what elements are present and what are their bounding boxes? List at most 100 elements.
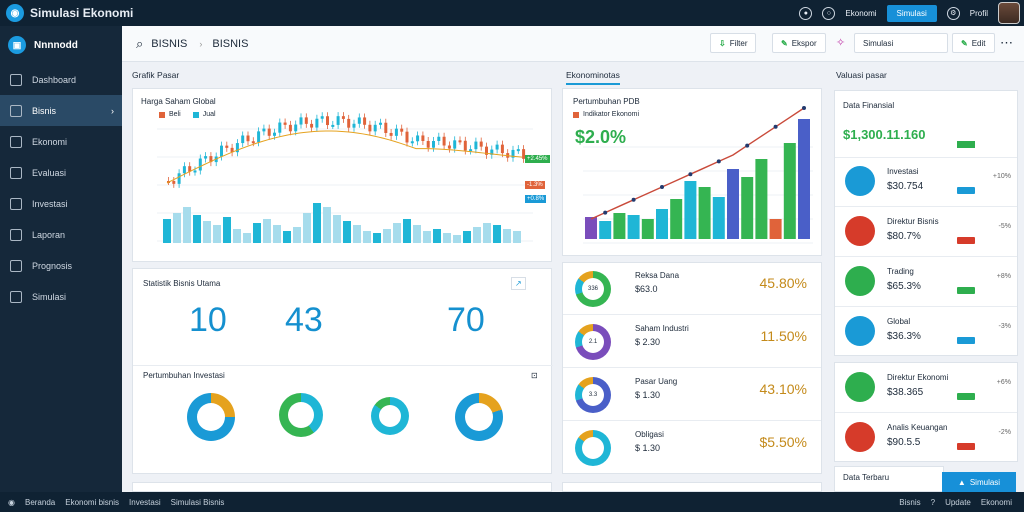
bottom-link[interactable]: Beranda — [24, 497, 56, 507]
simulation-field[interactable]: Simulasi — [854, 33, 948, 53]
bottom-link[interactable]: Ekonomi bisnis — [65, 497, 120, 507]
candle — [352, 123, 356, 128]
bottom-link[interactable]: Investasi — [129, 497, 161, 507]
sidebar-item-simulasi[interactable]: Simulasi — [0, 281, 122, 312]
valuation-row[interactable]: Trading $65.3% +8% — [835, 257, 1017, 307]
valuation-name: Direktur Ekonomi — [887, 373, 949, 382]
valuation-row[interactable]: Investasi $30.754 +10% — [835, 157, 1017, 207]
candle — [241, 135, 245, 144]
app-title: Simulasi Ekonomi — [30, 6, 134, 20]
simulate-fab-button[interactable]: ▲ Simulasi — [942, 472, 1016, 492]
edit-button[interactable]: ✎ Edit — [952, 33, 995, 53]
valuation-row[interactable]: Global $36.3% -3% — [835, 307, 1017, 355]
volume-bar — [203, 221, 211, 243]
simulate-button[interactable]: Simulasi — [886, 4, 937, 22]
search-input[interactable]: BISNIS — [151, 37, 188, 50]
candle — [416, 135, 420, 142]
volume-bar — [383, 229, 391, 243]
sidebar-item-bisnis[interactable]: Bisnis › — [0, 95, 122, 126]
growth-bar — [684, 181, 697, 239]
candle — [299, 117, 303, 125]
expand-icon[interactable]: ↗ — [511, 277, 526, 290]
help-icon[interactable]: ? — [930, 497, 936, 507]
stock-candlestick-chart[interactable] — [133, 89, 553, 263]
bottom-right-link[interactable]: Update — [945, 497, 971, 507]
candle — [283, 122, 287, 125]
candle — [432, 140, 435, 148]
magic-wand-icon[interactable]: ✧ — [836, 37, 846, 49]
valuation-name: Direktur Bisnis — [887, 217, 939, 226]
sidebar-item-label: Ekonomi — [32, 136, 68, 147]
sidebar-item-investasi[interactable]: Investasi — [0, 188, 122, 219]
candle — [421, 135, 425, 141]
candle — [469, 149, 473, 152]
edit-icon: ✎ — [961, 38, 968, 48]
more-menu-icon[interactable]: ⋯ — [1000, 35, 1013, 50]
candle — [320, 116, 324, 119]
volume-bar — [193, 215, 201, 243]
profile-label[interactable]: Profil — [969, 8, 988, 18]
volume-bar — [373, 233, 381, 243]
volume-bar — [233, 229, 241, 243]
growth-chart-card: Pertumbuhan PDB Indikator Ekonomi $2.0% — [562, 88, 822, 256]
latest-data-title: Data Terbaru — [843, 473, 890, 482]
sidebar-header[interactable]: ▣ Nnnnodd — [0, 26, 122, 64]
donut-chart[interactable] — [279, 393, 323, 437]
company-row[interactable]: Obligasi $ 1.30 $5.50% — [563, 422, 821, 473]
volume-bar — [183, 207, 191, 243]
export-button[interactable]: ✎ Ekspor — [772, 33, 826, 53]
candle — [225, 145, 229, 148]
candle — [273, 132, 276, 136]
company-row[interactable]: 336 Reksa Dana $63.0 45.80% — [563, 263, 821, 315]
candle — [405, 131, 409, 143]
filter-button[interactable]: ⇩ Filter — [710, 33, 757, 53]
change-badge — [957, 393, 975, 400]
bottom-right-link[interactable]: Bisnis — [899, 497, 921, 507]
sidebar-item-laporan[interactable]: Laporan — [0, 219, 122, 250]
volume-bar — [263, 219, 271, 243]
company-row[interactable]: 2.1 Saham Industri $ 2.30 11.50% — [563, 316, 821, 368]
bottom-link[interactable]: Simulasi Bisnis — [170, 497, 225, 507]
candle — [246, 135, 250, 142]
donut-chart[interactable] — [455, 393, 503, 441]
bottom-right-link[interactable]: Ekonomi — [980, 497, 1012, 507]
user-avatar[interactable] — [998, 2, 1020, 24]
growth-bar — [656, 209, 668, 239]
valuation-change: -3% — [998, 323, 1011, 330]
github-icon[interactable]: ◉ — [8, 497, 15, 507]
candle — [336, 116, 340, 125]
growth-headline: $2.0% — [575, 127, 627, 147]
user-circle-icon[interactable]: ○ — [822, 6, 836, 20]
gauge-icon — [845, 266, 875, 296]
candle — [368, 124, 372, 132]
next-card — [562, 482, 822, 492]
sidebar-item-prognosis[interactable]: Prognosis — [0, 250, 122, 281]
collapse-icon[interactable]: ⊡ — [531, 371, 538, 380]
search-icon[interactable]: ⌕ — [136, 35, 144, 51]
search-bar: ⌕ BISNIS › BISNIS ⇩ Filter ✎ Ekspor ✧ Simu… — [122, 26, 1024, 62]
settings-icon[interactable]: ⚙ — [946, 6, 960, 20]
valuation-row[interactable]: Analis Keuangan $90.5.5 -2% — [835, 413, 1017, 461]
growth-bar — [698, 187, 711, 239]
sidebar-item-ekonomi[interactable]: Ekonomi — [0, 126, 122, 157]
company-name: Pasar Uang — [635, 377, 678, 386]
business-icon — [10, 104, 22, 117]
growth-bar-chart[interactable] — [563, 89, 823, 257]
notification-icon[interactable]: ● — [799, 6, 813, 20]
volume-bar — [463, 231, 471, 243]
sidebar-item-evaluasi[interactable]: Evaluasi — [0, 157, 122, 188]
breadcrumb[interactable]: BISNIS — [212, 37, 249, 50]
sidebar-item-label: Investasi — [32, 198, 68, 209]
change-badge — [957, 287, 975, 294]
economy-section-title[interactable]: Ekonominotas — [566, 70, 620, 85]
donut-chart[interactable] — [371, 397, 409, 435]
valuation-row[interactable]: Direktur Ekonomi $38.365 +6% — [835, 363, 1017, 413]
person-icon — [845, 372, 875, 402]
app-logo[interactable]: ◉ Simulasi Ekonomi — [6, 4, 133, 22]
valuation-row[interactable]: Direktur Bisnis $80.7% -5% — [835, 207, 1017, 257]
growth-bar — [798, 119, 810, 239]
donut-chart[interactable] — [187, 393, 235, 441]
volume-bar — [513, 231, 521, 243]
company-row[interactable]: 3.3 Pasar Uang $ 1.30 43.10% — [563, 369, 821, 421]
sidebar-item-dashboard[interactable]: Dashboard — [0, 64, 122, 95]
